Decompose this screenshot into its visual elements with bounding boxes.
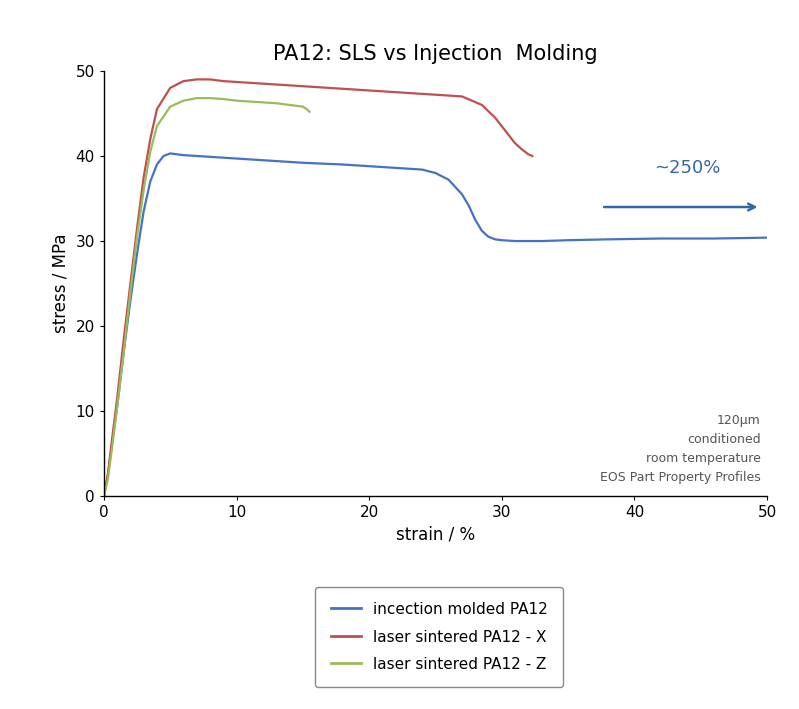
- X-axis label: strain / %: strain / %: [396, 526, 475, 544]
- Text: ~250%: ~250%: [654, 160, 721, 177]
- Legend: incection molded PA12, laser sintered PA12 - X, laser sintered PA12 - Z: incection molded PA12, laser sintered PA…: [316, 587, 563, 687]
- Y-axis label: stress / MPa: stress / MPa: [52, 234, 70, 333]
- Title: PA12: SLS vs Injection  Molding: PA12: SLS vs Injection Molding: [273, 44, 598, 64]
- Text: 120μm
conditioned
room temperature
EOS Part Property Profiles: 120μm conditioned room temperature EOS P…: [600, 413, 761, 484]
